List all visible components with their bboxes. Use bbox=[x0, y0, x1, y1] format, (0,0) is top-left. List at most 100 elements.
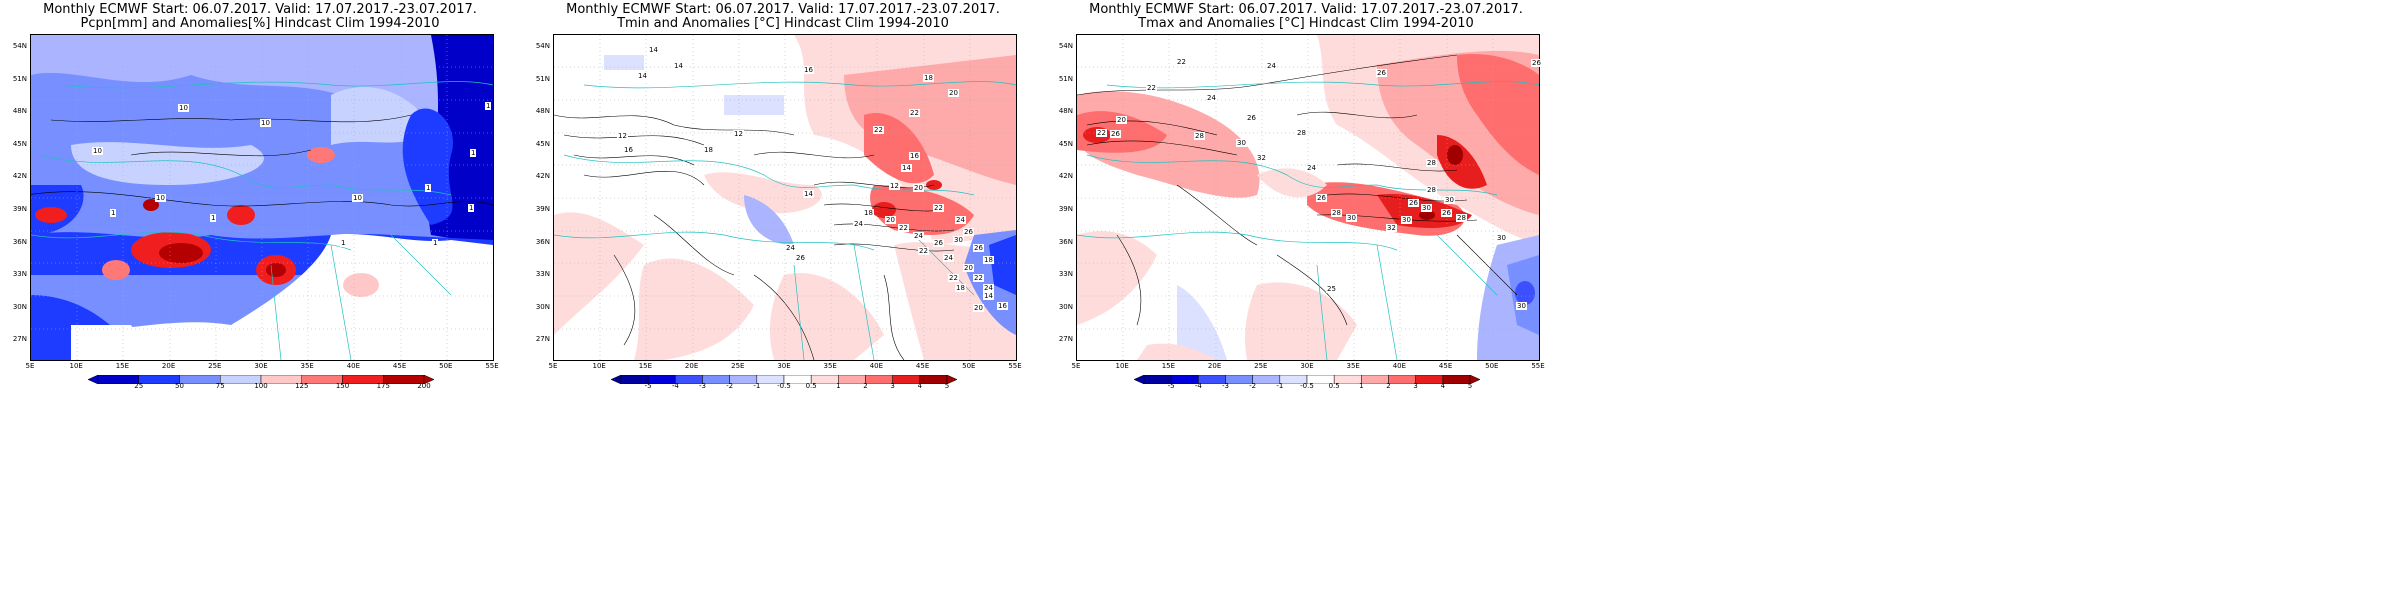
colorbar bbox=[1134, 375, 1480, 384]
contour-label: 10 bbox=[260, 119, 271, 127]
colorbar-tick-label: 4 bbox=[917, 382, 923, 390]
contour-labels: 10 10 1 10 1 10 1 1 10 1 1 1 1 bbox=[30, 34, 492, 359]
contour-label: 26 bbox=[1316, 194, 1327, 202]
lat-tick-label: 33N bbox=[535, 270, 550, 279]
lon-tick-label: 30E bbox=[777, 362, 791, 370]
lon-tick-label: 25E bbox=[731, 362, 745, 370]
colorbar-tick-label: 150 bbox=[335, 382, 350, 390]
contour-label: 24 bbox=[913, 232, 924, 240]
contour-label: 30 bbox=[1346, 214, 1357, 222]
colorbar-tick-label: 4 bbox=[1440, 382, 1446, 390]
lat-tick-label: 54N bbox=[535, 42, 550, 50]
contour-label: 14 bbox=[673, 62, 684, 70]
contour-label: 16 bbox=[997, 302, 1008, 310]
panel-title-line2: Pcpn[mm] and Anomalies[%] Hindcast Clim … bbox=[80, 16, 440, 31]
contour-label: 20 bbox=[1116, 116, 1127, 124]
panel-title-line1: Monthly ECMWF Start: 06.07.2017. Valid: … bbox=[1089, 2, 1523, 17]
contour-label: 22 bbox=[973, 274, 984, 282]
lon-tick-label: 55E bbox=[1531, 362, 1545, 370]
precip-panel: Monthly ECMWF Start: 06.07.2017. Valid: … bbox=[0, 0, 520, 392]
contour-label: 22 bbox=[918, 247, 929, 255]
colorbar-tick-label: 50 bbox=[175, 382, 184, 390]
contour-label: 1 bbox=[468, 204, 475, 212]
contour-label: 25 bbox=[1326, 285, 1337, 293]
contour-label: 18 bbox=[955, 284, 966, 292]
contour-label: 18 bbox=[983, 256, 994, 264]
lon-tick-label: 50E bbox=[962, 362, 976, 370]
colorbar bbox=[611, 375, 957, 384]
contour-label: 24 bbox=[955, 216, 966, 224]
lat-tick-label: 27N bbox=[535, 335, 550, 344]
contour-label: 10 bbox=[155, 194, 166, 202]
panel-title-line1: Monthly ECMWF Start: 06.07.2017. Valid: … bbox=[566, 2, 1000, 17]
lon-tick-label: 10E bbox=[592, 362, 606, 370]
lat-tick-label: 33N bbox=[12, 270, 27, 279]
contour-label: 14 bbox=[983, 292, 994, 300]
tmin-field bbox=[554, 35, 1016, 360]
colorbar-tick-label: 5 bbox=[944, 382, 950, 390]
contour-label: 10 bbox=[178, 104, 189, 112]
colorbar-swatches bbox=[1134, 375, 1480, 384]
colorbar-tick-label: -3 bbox=[1222, 382, 1229, 390]
panel-title-line1: Monthly ECMWF Start: 06.07.2017. Valid: … bbox=[43, 2, 477, 17]
lat-tick-label: 45N bbox=[1058, 139, 1073, 148]
tmax-panel: Monthly ECMWF Start: 06.07.2017. Valid: … bbox=[1046, 0, 1566, 392]
contour-label: 12 bbox=[617, 132, 628, 140]
lat-tick-label: 33N bbox=[1058, 270, 1073, 279]
lat-tick-label: 51N bbox=[12, 74, 27, 83]
contour-label: 30 bbox=[1496, 234, 1507, 242]
contour-label: 1 bbox=[340, 239, 347, 247]
lat-tick-label: 51N bbox=[535, 74, 550, 83]
contour-label: 30 bbox=[1236, 139, 1247, 147]
colorbar-tick-label: -0.5 bbox=[777, 382, 791, 390]
contour-label: 20 bbox=[948, 89, 959, 97]
lat-tick-label: 51N bbox=[1058, 74, 1073, 83]
colorbar-tick-label: 125 bbox=[295, 382, 309, 390]
colorbar-tick-label: 2 bbox=[863, 382, 868, 390]
lon-tick-label: 50E bbox=[1485, 362, 1499, 370]
contour-label: 30 bbox=[1401, 216, 1412, 224]
contour-label: 12 bbox=[889, 182, 900, 190]
lat-tick-label: 36N bbox=[12, 237, 27, 246]
lon-tick-label: 25E bbox=[208, 362, 222, 370]
contour-label: 24 bbox=[983, 284, 994, 292]
contour-label: 24 bbox=[785, 244, 796, 252]
lon-tick-label: 25E bbox=[1254, 362, 1268, 370]
contour-label: 28 bbox=[1331, 209, 1342, 217]
colorbar-tick-label: -1 bbox=[1276, 382, 1284, 390]
contour-label: 24 bbox=[1206, 94, 1217, 102]
contour-label: 26 bbox=[1110, 130, 1121, 138]
contour-label: 28 bbox=[1296, 129, 1307, 137]
lat-tick-label: 48N bbox=[12, 107, 27, 116]
contour-label: 20 bbox=[885, 216, 896, 224]
contour-label: 24 bbox=[943, 254, 954, 262]
contour-label: 14 bbox=[637, 72, 648, 80]
lat-tick-label: 27N bbox=[1058, 335, 1073, 344]
contour-label: 20 bbox=[963, 264, 974, 272]
contour-label: 14 bbox=[901, 164, 912, 172]
colorbar-tick-label: 175 bbox=[376, 382, 390, 390]
colorbar-tick-label: -1 bbox=[753, 382, 761, 390]
contour-label: 32 bbox=[1386, 224, 1397, 232]
colorbar-tick-label: 200 bbox=[417, 382, 431, 390]
lon-tick-label: 55E bbox=[485, 362, 499, 370]
lat-tick-label: 42N bbox=[12, 172, 27, 181]
contour-label: 1 bbox=[110, 209, 117, 217]
colorbar-tick-label: 25 bbox=[134, 382, 144, 390]
lon-tick-label: 50E bbox=[439, 362, 453, 370]
lon-tick-label: 30E bbox=[1300, 362, 1314, 370]
contour-label: 14 bbox=[803, 190, 814, 198]
colorbar bbox=[88, 375, 434, 384]
colorbar-tick-label: -2 bbox=[726, 382, 734, 390]
lat-tick-label: 39N bbox=[1058, 205, 1073, 213]
lon-tick-label: 30E bbox=[254, 362, 268, 370]
lon-tick-label: 15E bbox=[638, 362, 653, 370]
panel-title-line2: Tmin and Anomalies [°C] Hindcast Clim 19… bbox=[617, 16, 949, 31]
lat-tick-label: 30N bbox=[1058, 302, 1073, 311]
panel-title-line2: Tmax and Anomalies [°C] Hindcast Clim 19… bbox=[1138, 16, 1474, 31]
contour-label: 1 bbox=[425, 184, 432, 192]
lon-tick-label: 5E bbox=[1071, 362, 1081, 370]
colorbar-tick-label: -5 bbox=[1167, 382, 1175, 390]
colorbar-tick-label: 1 bbox=[836, 382, 841, 390]
contour-label: 14 bbox=[648, 46, 659, 54]
